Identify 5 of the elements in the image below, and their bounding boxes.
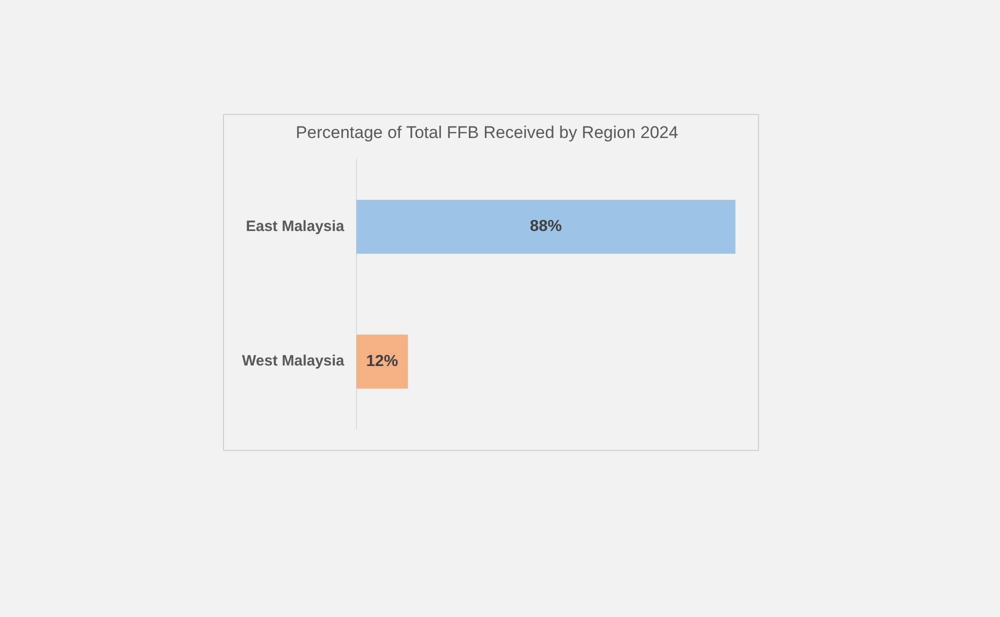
data-label: 12% [366,353,398,370]
y-tick-label: West Malaysia [242,352,345,370]
chart-title: Percentage of Total FFB Received by Region 2024 [296,122,678,142]
data-label: 88% [530,218,562,236]
y-tick-label: East Malaysia [246,218,345,235]
